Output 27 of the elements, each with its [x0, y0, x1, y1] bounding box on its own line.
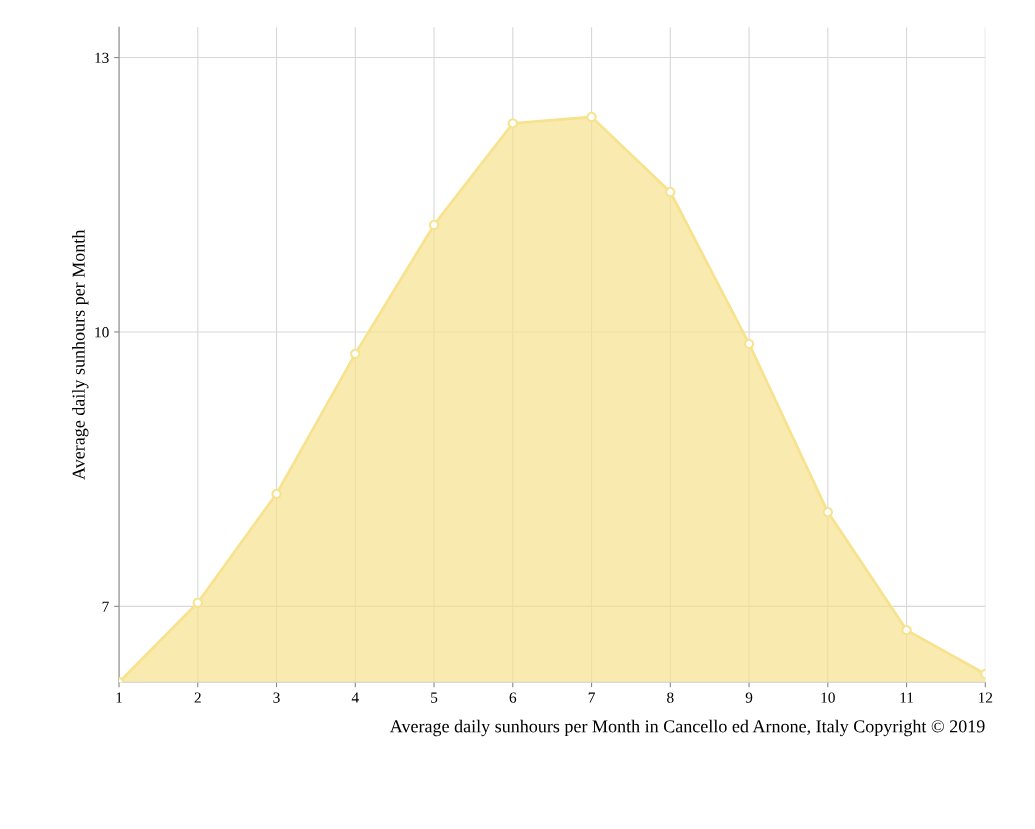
- point: [901, 624, 912, 636]
- x-tick-label: 5: [431, 692, 438, 703]
- y-tick-label: 10: [95, 327, 109, 338]
- x-tick-label: 3: [273, 692, 280, 703]
- x-tick-label: 7: [588, 692, 595, 703]
- x-tick-label: 12: [979, 692, 993, 703]
- point: [271, 488, 282, 500]
- x-axis-title: Average daily sunhours per Month in Cancello ed Arnone, Italy Copyright © 2019: [389, 719, 985, 737]
- x-tick-label: 11: [900, 692, 913, 703]
- x-tick-label: 8: [667, 692, 674, 703]
- y-tick-label: 7: [102, 601, 109, 612]
- x-tick-label: 4: [351, 692, 359, 703]
- point: [428, 219, 440, 231]
- x-tick-label: 2: [194, 692, 201, 703]
- point: [743, 338, 755, 350]
- y-axis-title: Average daily sunhours per Month: [72, 229, 89, 480]
- x-tick-label: 9: [745, 692, 753, 703]
- point: [192, 597, 203, 608]
- x-tick-label: 6: [509, 692, 517, 703]
- x-tick-label: 1: [116, 692, 122, 703]
- x-tick-label: 10: [821, 692, 835, 703]
- point: [586, 111, 597, 123]
- point: [350, 348, 361, 360]
- point: [507, 118, 518, 129]
- y-tick-label: 13: [95, 52, 109, 63]
- point: [822, 506, 834, 518]
- point: [665, 186, 676, 198]
